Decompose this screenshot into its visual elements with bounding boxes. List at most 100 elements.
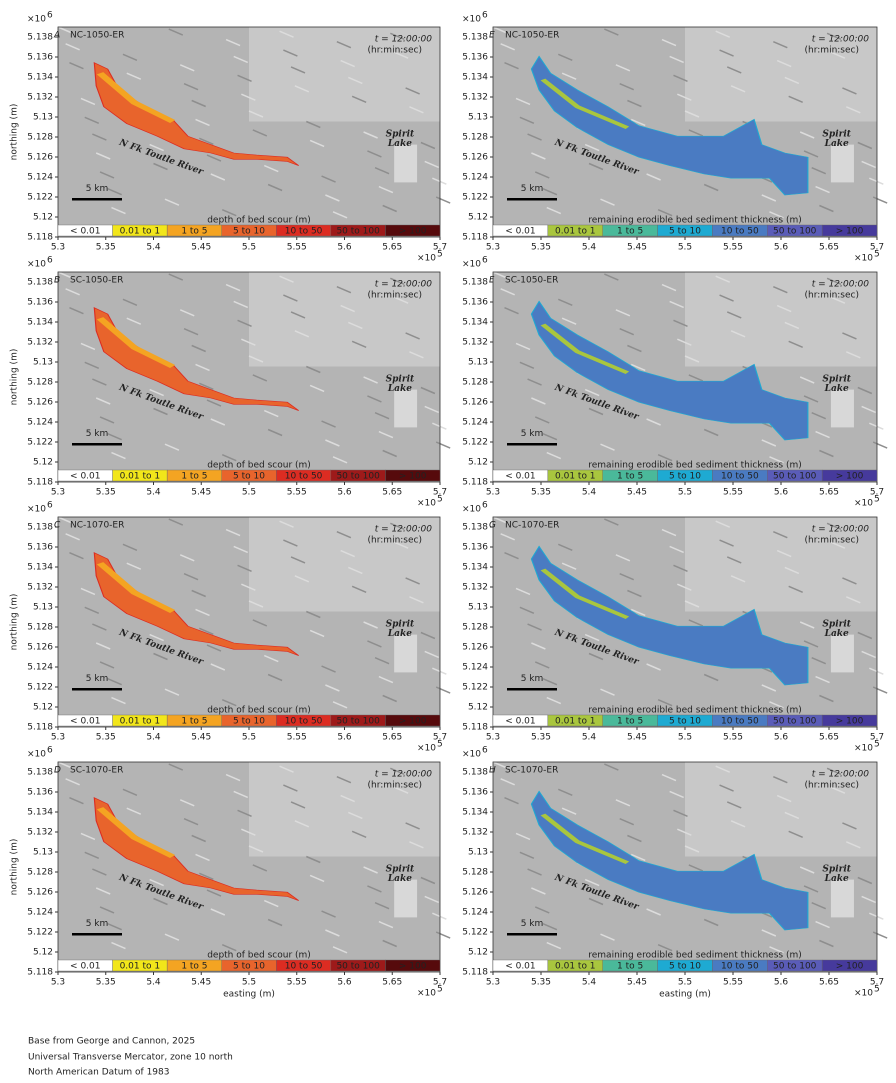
ridge	[677, 828, 692, 836]
ridge	[122, 298, 138, 306]
y-tick-label: 5.128	[462, 378, 488, 388]
y-tick-label: 5.126	[462, 398, 488, 408]
ridge	[845, 351, 861, 359]
ridge	[604, 763, 619, 771]
legend-label: 1 to 5	[617, 717, 643, 727]
ridge	[309, 874, 325, 883]
ridge	[776, 549, 792, 558]
ridge	[321, 175, 336, 183]
flat-area	[249, 517, 440, 612]
x-tick-label: 5.7	[433, 978, 447, 988]
ridge	[773, 531, 788, 539]
ridge	[857, 876, 873, 885]
x-tick-label: 5.3	[51, 488, 65, 498]
x-multiplier-exponent: 5	[874, 250, 880, 260]
y-tick-label: 5.13	[33, 603, 53, 613]
ridge	[393, 296, 409, 304]
ridge	[149, 878, 164, 887]
time-units: (hr:min:sec)	[805, 781, 859, 791]
ridge	[799, 621, 815, 629]
legend-label: > 100	[836, 717, 864, 727]
ridge	[861, 650, 876, 659]
y-tick-label: 5.12	[33, 703, 53, 713]
ridge	[221, 454, 237, 462]
ridge	[527, 378, 542, 386]
ridge	[661, 528, 677, 537]
y-multiplier-exponent: 6	[482, 11, 488, 21]
y-tick-label: 5.138	[462, 278, 488, 288]
flow-core	[96, 72, 176, 124]
y-tick-label: 5.124	[27, 173, 53, 183]
ridge	[279, 275, 294, 283]
ridge	[515, 342, 531, 351]
legend-label: 1 to 5	[181, 717, 207, 727]
legend-label: 0.01 to 1	[555, 962, 596, 972]
x-tick-label: 5.4	[146, 978, 161, 988]
ridge	[703, 183, 719, 192]
ridge	[826, 767, 842, 775]
y-tick-label: 5.12	[33, 213, 53, 223]
ridge	[715, 520, 731, 528]
panel-letter: C	[54, 521, 61, 531]
y-tick-label: 5.136	[27, 543, 53, 553]
ridge	[761, 194, 777, 202]
ridge	[646, 663, 661, 671]
lake-label: Spirit	[386, 375, 415, 385]
ridge	[378, 920, 394, 929]
ridge	[615, 64, 631, 72]
x-tick-label: 5.5	[678, 243, 692, 253]
ridge	[325, 439, 340, 447]
flow-core	[540, 813, 630, 865]
x-multiplier-exponent: 5	[874, 985, 880, 995]
ridge	[542, 923, 558, 931]
y-tick-label: 5.132	[27, 93, 53, 103]
legend-label: 0.01 to 1	[120, 717, 161, 727]
x-tick-label: 5.4	[582, 488, 597, 498]
ridge	[126, 807, 142, 815]
ridge	[869, 912, 884, 920]
ridge	[107, 188, 122, 196]
legend-label: 50 to 100	[773, 227, 817, 237]
ridge	[164, 933, 180, 941]
ridge	[830, 786, 846, 794]
ridge	[557, 298, 573, 306]
y-multiplier-exponent: 6	[47, 746, 53, 756]
ridge	[861, 895, 876, 904]
ridge	[84, 606, 100, 614]
ridge	[657, 699, 673, 707]
x-tick-label: 5.3	[486, 488, 500, 498]
time: t = 12:00:00	[812, 280, 869, 290]
ridge	[153, 407, 168, 416]
scenario-name: SC-1070-ER	[505, 766, 558, 776]
y-tick-label: 5.13	[33, 113, 53, 123]
legend-label: > 100	[836, 472, 864, 482]
x-tick-label: 5.6	[774, 733, 789, 743]
ridge	[69, 307, 84, 315]
ridge	[191, 344, 206, 353]
ridge	[363, 621, 378, 629]
ridge	[283, 294, 298, 302]
footnote: Base from George and Cannon, 2025	[28, 1037, 195, 1047]
ridge	[627, 589, 642, 598]
x-multiplier: ×10	[854, 744, 873, 754]
x-multiplier-exponent: 5	[437, 250, 443, 260]
ridge	[435, 196, 451, 204]
legend-label: 1 to 5	[181, 227, 207, 237]
ridge	[677, 583, 692, 591]
ridge	[534, 906, 550, 914]
ridge	[784, 321, 800, 330]
x-tick-label: 5.55	[287, 978, 307, 988]
ridge	[111, 696, 126, 705]
ridge	[432, 667, 447, 675]
x-tick-label: 5.65	[819, 733, 839, 743]
x-tick-label: 5.65	[382, 243, 402, 253]
legend-swatch	[385, 714, 441, 727]
legend-swatch	[821, 469, 878, 482]
legend-label: > 100	[399, 962, 427, 972]
legend-label: < 0.01	[70, 227, 100, 237]
ridge	[210, 418, 226, 426]
x-tick-label: 5.55	[723, 488, 743, 498]
y-tick-label: 5.138	[27, 33, 53, 43]
ridge	[684, 355, 700, 363]
